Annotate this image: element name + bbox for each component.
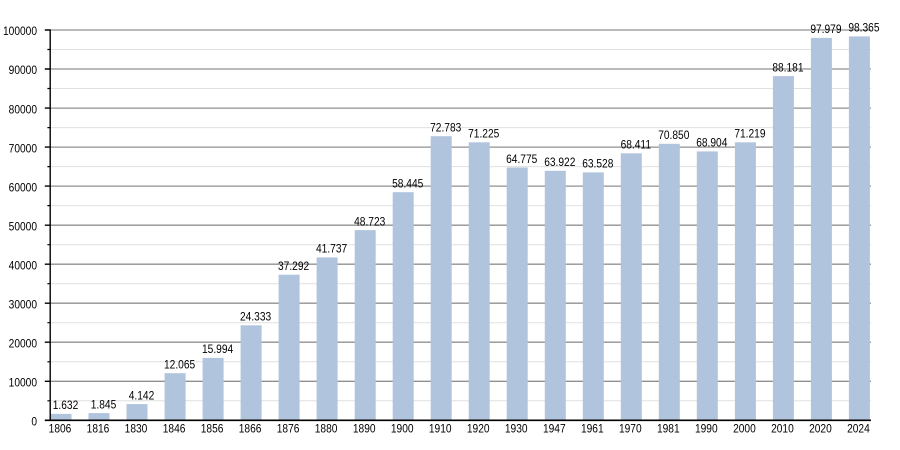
- svg-text:30000: 30000: [9, 299, 37, 312]
- svg-text:70.850: 70.850: [658, 129, 689, 142]
- svg-text:1.845: 1.845: [91, 399, 117, 412]
- svg-text:80000: 80000: [9, 104, 37, 117]
- svg-text:1846: 1846: [163, 423, 186, 436]
- svg-text:1990: 1990: [695, 423, 718, 436]
- svg-text:2020: 2020: [809, 423, 832, 436]
- svg-text:1816: 1816: [87, 423, 110, 436]
- svg-text:10000: 10000: [9, 377, 37, 390]
- svg-text:1.632: 1.632: [53, 400, 79, 413]
- svg-text:72.783: 72.783: [430, 122, 461, 135]
- svg-text:1910: 1910: [429, 423, 452, 436]
- svg-text:1900: 1900: [391, 423, 414, 436]
- svg-text:1830: 1830: [125, 423, 148, 436]
- svg-text:20000: 20000: [9, 338, 37, 351]
- svg-text:70000: 70000: [9, 143, 37, 156]
- svg-text:1866: 1866: [239, 423, 262, 436]
- svg-text:1961: 1961: [581, 423, 604, 436]
- svg-text:97.979: 97.979: [810, 24, 841, 37]
- svg-text:100000: 100000: [3, 26, 37, 39]
- svg-text:63.528: 63.528: [582, 158, 613, 171]
- svg-text:88.181: 88.181: [772, 62, 803, 75]
- svg-text:40000: 40000: [9, 260, 37, 273]
- svg-text:1947: 1947: [543, 423, 566, 436]
- svg-text:1806: 1806: [49, 423, 72, 436]
- svg-text:63.922: 63.922: [544, 156, 575, 169]
- svg-text:0: 0: [31, 416, 37, 429]
- svg-text:71.225: 71.225: [468, 128, 499, 141]
- svg-text:48.723: 48.723: [354, 216, 385, 229]
- svg-text:71.219: 71.219: [734, 128, 765, 141]
- svg-text:1876: 1876: [277, 423, 300, 436]
- svg-text:2024: 2024: [847, 423, 870, 436]
- svg-text:1981: 1981: [657, 423, 680, 436]
- svg-text:68.411: 68.411: [621, 139, 651, 152]
- svg-text:2010: 2010: [771, 423, 794, 436]
- svg-text:1880: 1880: [315, 423, 338, 436]
- svg-text:41.737: 41.737: [316, 243, 347, 256]
- svg-text:1890: 1890: [353, 423, 376, 436]
- svg-text:24.333: 24.333: [240, 311, 271, 324]
- svg-text:98.365: 98.365: [848, 22, 879, 35]
- svg-text:50000: 50000: [9, 221, 37, 234]
- svg-text:68.904: 68.904: [696, 137, 727, 150]
- svg-text:2000: 2000: [733, 423, 756, 436]
- svg-text:37.292: 37.292: [278, 260, 309, 273]
- svg-text:1856: 1856: [201, 423, 224, 436]
- svg-text:1920: 1920: [467, 423, 490, 436]
- svg-text:12.065: 12.065: [164, 359, 195, 372]
- svg-text:1930: 1930: [505, 423, 528, 436]
- svg-text:4.142: 4.142: [129, 390, 155, 403]
- svg-text:1970: 1970: [619, 423, 642, 436]
- svg-text:60000: 60000: [9, 182, 37, 195]
- svg-text:58.445: 58.445: [392, 178, 423, 191]
- svg-text:15.994: 15.994: [202, 344, 233, 357]
- svg-text:90000: 90000: [9, 65, 37, 78]
- svg-text:64.775: 64.775: [506, 153, 537, 166]
